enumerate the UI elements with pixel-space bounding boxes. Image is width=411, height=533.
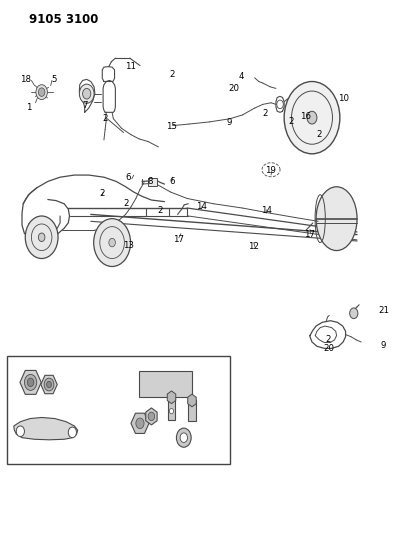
Text: 19: 19 [265, 166, 276, 175]
Circle shape [284, 82, 340, 154]
Circle shape [38, 233, 45, 241]
Circle shape [176, 428, 191, 447]
Text: 26: 26 [178, 439, 189, 448]
Text: 6: 6 [126, 173, 131, 182]
Text: 21: 21 [378, 305, 389, 314]
Circle shape [24, 374, 37, 390]
Text: 28: 28 [189, 412, 199, 421]
Text: 22: 22 [198, 396, 209, 405]
Text: 2: 2 [123, 199, 128, 208]
Text: 16: 16 [300, 112, 312, 121]
Text: 8: 8 [148, 177, 153, 186]
Circle shape [83, 88, 91, 99]
Circle shape [79, 84, 94, 103]
Text: 2: 2 [316, 130, 322, 139]
Text: 12: 12 [248, 242, 259, 251]
Text: 2: 2 [262, 109, 268, 118]
Circle shape [148, 412, 155, 421]
Text: 2: 2 [99, 189, 105, 198]
Text: 24: 24 [166, 410, 178, 419]
Circle shape [16, 426, 24, 437]
Text: 2: 2 [157, 206, 162, 215]
Text: 4: 4 [239, 71, 244, 80]
Text: 17: 17 [173, 236, 185, 245]
Circle shape [68, 427, 76, 438]
Text: 10: 10 [337, 94, 349, 103]
Text: 23: 23 [57, 437, 68, 446]
Circle shape [350, 308, 358, 319]
Circle shape [109, 238, 115, 247]
Text: 2: 2 [289, 117, 294, 126]
Polygon shape [14, 417, 78, 440]
Circle shape [180, 433, 187, 442]
Circle shape [46, 381, 51, 387]
Bar [188, 400, 196, 421]
Text: 2: 2 [169, 70, 175, 78]
Bar [168, 397, 175, 419]
Bar [139, 371, 192, 397]
Text: 6: 6 [169, 177, 175, 186]
Text: 9105 3100: 9105 3100 [29, 13, 99, 26]
Circle shape [136, 418, 144, 429]
Text: 17: 17 [305, 230, 316, 239]
Text: 14: 14 [196, 203, 207, 212]
Circle shape [25, 216, 58, 259]
Text: 27: 27 [134, 433, 145, 442]
Text: 13: 13 [123, 241, 134, 250]
Circle shape [38, 88, 45, 96]
Circle shape [27, 378, 34, 386]
Text: 18: 18 [20, 75, 31, 84]
Circle shape [307, 111, 317, 124]
Bar [7, 356, 230, 464]
Circle shape [169, 408, 173, 414]
Text: 25: 25 [143, 419, 155, 428]
Ellipse shape [316, 187, 357, 251]
Text: 20: 20 [323, 344, 334, 353]
Text: 16: 16 [44, 394, 55, 403]
Text: 15: 15 [25, 394, 36, 403]
Text: 7: 7 [82, 101, 88, 110]
Text: 9: 9 [381, 341, 386, 350]
Text: 9: 9 [226, 118, 232, 127]
Text: 20: 20 [229, 84, 240, 93]
Circle shape [44, 378, 54, 391]
Text: 15: 15 [166, 122, 178, 131]
Text: 2: 2 [102, 114, 108, 123]
Circle shape [36, 85, 47, 100]
Text: 11: 11 [125, 62, 136, 71]
Text: 2: 2 [326, 335, 331, 344]
Text: 1: 1 [26, 102, 31, 111]
Text: 5: 5 [51, 75, 57, 84]
Circle shape [94, 219, 131, 266]
Bar [148, 177, 157, 185]
Text: 14: 14 [261, 206, 272, 215]
